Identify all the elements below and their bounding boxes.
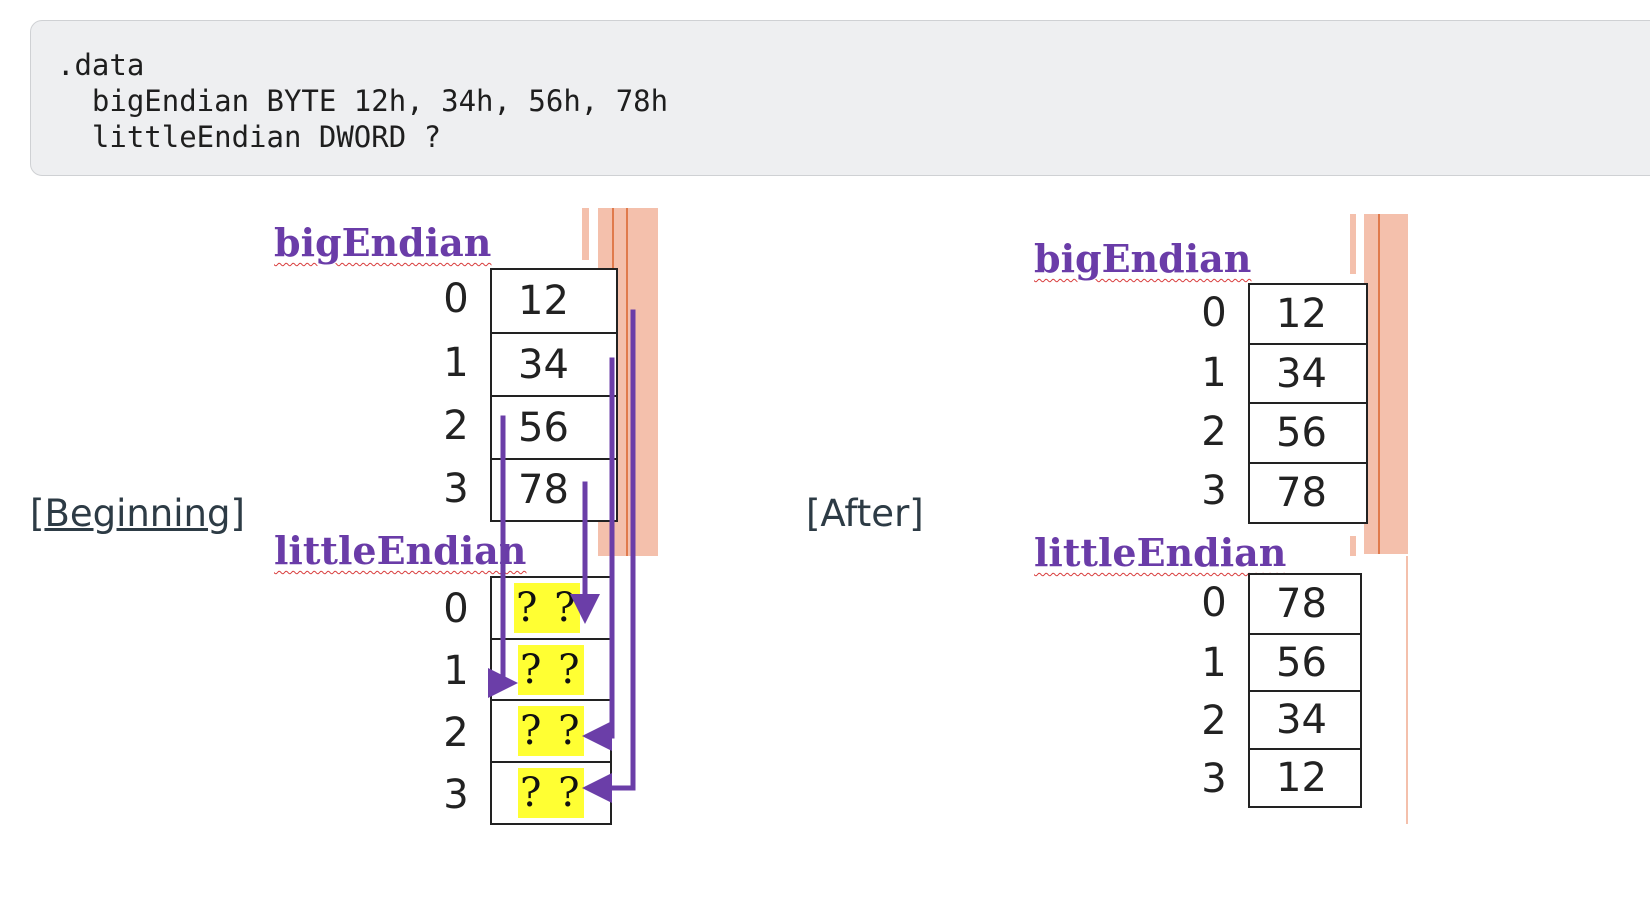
before-little-cell: ? ? — [490, 576, 612, 640]
cell-value: 56 — [1276, 639, 1327, 686]
after-big-index: 3 — [1201, 468, 1227, 514]
caption-bracket-close: ] — [230, 492, 245, 535]
caption-bracket-open: [ — [30, 492, 45, 535]
cell-value: 56 — [518, 404, 569, 451]
decor-line — [626, 208, 628, 556]
code-block: .data bigEndian BYTE 12h, 34h, 56h, 78h … — [30, 20, 1650, 176]
code-line-1: .data — [57, 48, 145, 82]
after-littleendian-label: littleEndian — [1034, 530, 1287, 575]
after-big-cell: 34 — [1248, 343, 1368, 404]
cell-value: 78 — [1276, 470, 1327, 516]
caption-beginning: [Beginning] — [30, 492, 245, 535]
code-line-3: littleEndian DWORD ? — [57, 120, 442, 154]
decor-line — [1378, 214, 1380, 554]
before-big-cell: 56 — [490, 395, 618, 460]
before-little-index: 1 — [443, 648, 469, 694]
cell-value: 12 — [1276, 755, 1327, 801]
before-little-index: 2 — [443, 710, 469, 756]
cell-value: 34 — [1276, 350, 1327, 397]
cell-value: 78 — [518, 467, 569, 513]
arrow-56-to-1 — [488, 415, 518, 698]
decor-strip — [1350, 536, 1356, 556]
arrow-34-to-2 — [582, 357, 615, 751]
after-little-cell: 78 — [1248, 573, 1362, 635]
code-line-2: bigEndian BYTE 12h, 34h, 56h, 78h — [57, 84, 669, 118]
after-little-cell: 34 — [1248, 690, 1362, 750]
before-little-index: 3 — [443, 772, 469, 818]
caption-beginning-word: Beginning — [44, 492, 231, 535]
before-big-index: 2 — [443, 403, 469, 449]
cell-value: 56 — [1276, 410, 1327, 456]
after-little-index: 1 — [1201, 640, 1227, 686]
after-big-cell: 78 — [1248, 462, 1368, 524]
after-big-index: 0 — [1201, 290, 1227, 336]
after-little-index: 2 — [1201, 698, 1227, 744]
unknown-value-highlight: ? ? — [518, 644, 584, 695]
decor-line — [1406, 556, 1408, 824]
decor-strip — [582, 208, 589, 260]
cell-value: 78 — [1276, 581, 1327, 627]
decor-strip — [1364, 214, 1408, 554]
cell-value: 12 — [518, 278, 569, 324]
after-bigendian-label: bigEndian — [1034, 236, 1252, 281]
after-little-index: 0 — [1201, 580, 1227, 626]
after-big-index: 2 — [1201, 409, 1227, 455]
unknown-value-highlight: ? ? — [518, 706, 584, 756]
unknown-value-highlight: ? ? — [518, 768, 584, 818]
after-big-cell: 12 — [1248, 283, 1368, 345]
cell-value: 34 — [518, 341, 569, 388]
before-bigendian-label: bigEndian — [274, 220, 492, 265]
before-little-index: 0 — [443, 586, 469, 632]
before-big-index: 0 — [443, 276, 469, 322]
after-big-index: 1 — [1201, 350, 1227, 396]
decor-strip — [1350, 214, 1356, 274]
caption-after: [After] — [806, 492, 924, 535]
after-big-cell: 56 — [1248, 402, 1368, 464]
after-little-cell: 12 — [1248, 748, 1362, 808]
unknown-value-highlight: ? ? — [514, 583, 580, 633]
before-big-index: 3 — [443, 466, 469, 512]
before-little-cell: ? ? — [490, 761, 612, 825]
arrow-12-to-3 — [582, 309, 636, 803]
after-little-cell: 56 — [1248, 633, 1362, 692]
before-big-cell: 78 — [490, 458, 618, 522]
cell-value: 34 — [1276, 697, 1327, 743]
after-little-index: 3 — [1201, 756, 1227, 802]
before-big-index: 1 — [443, 340, 469, 386]
before-littleendian-label: littleEndian — [274, 528, 527, 573]
cell-value: 12 — [1276, 291, 1327, 337]
